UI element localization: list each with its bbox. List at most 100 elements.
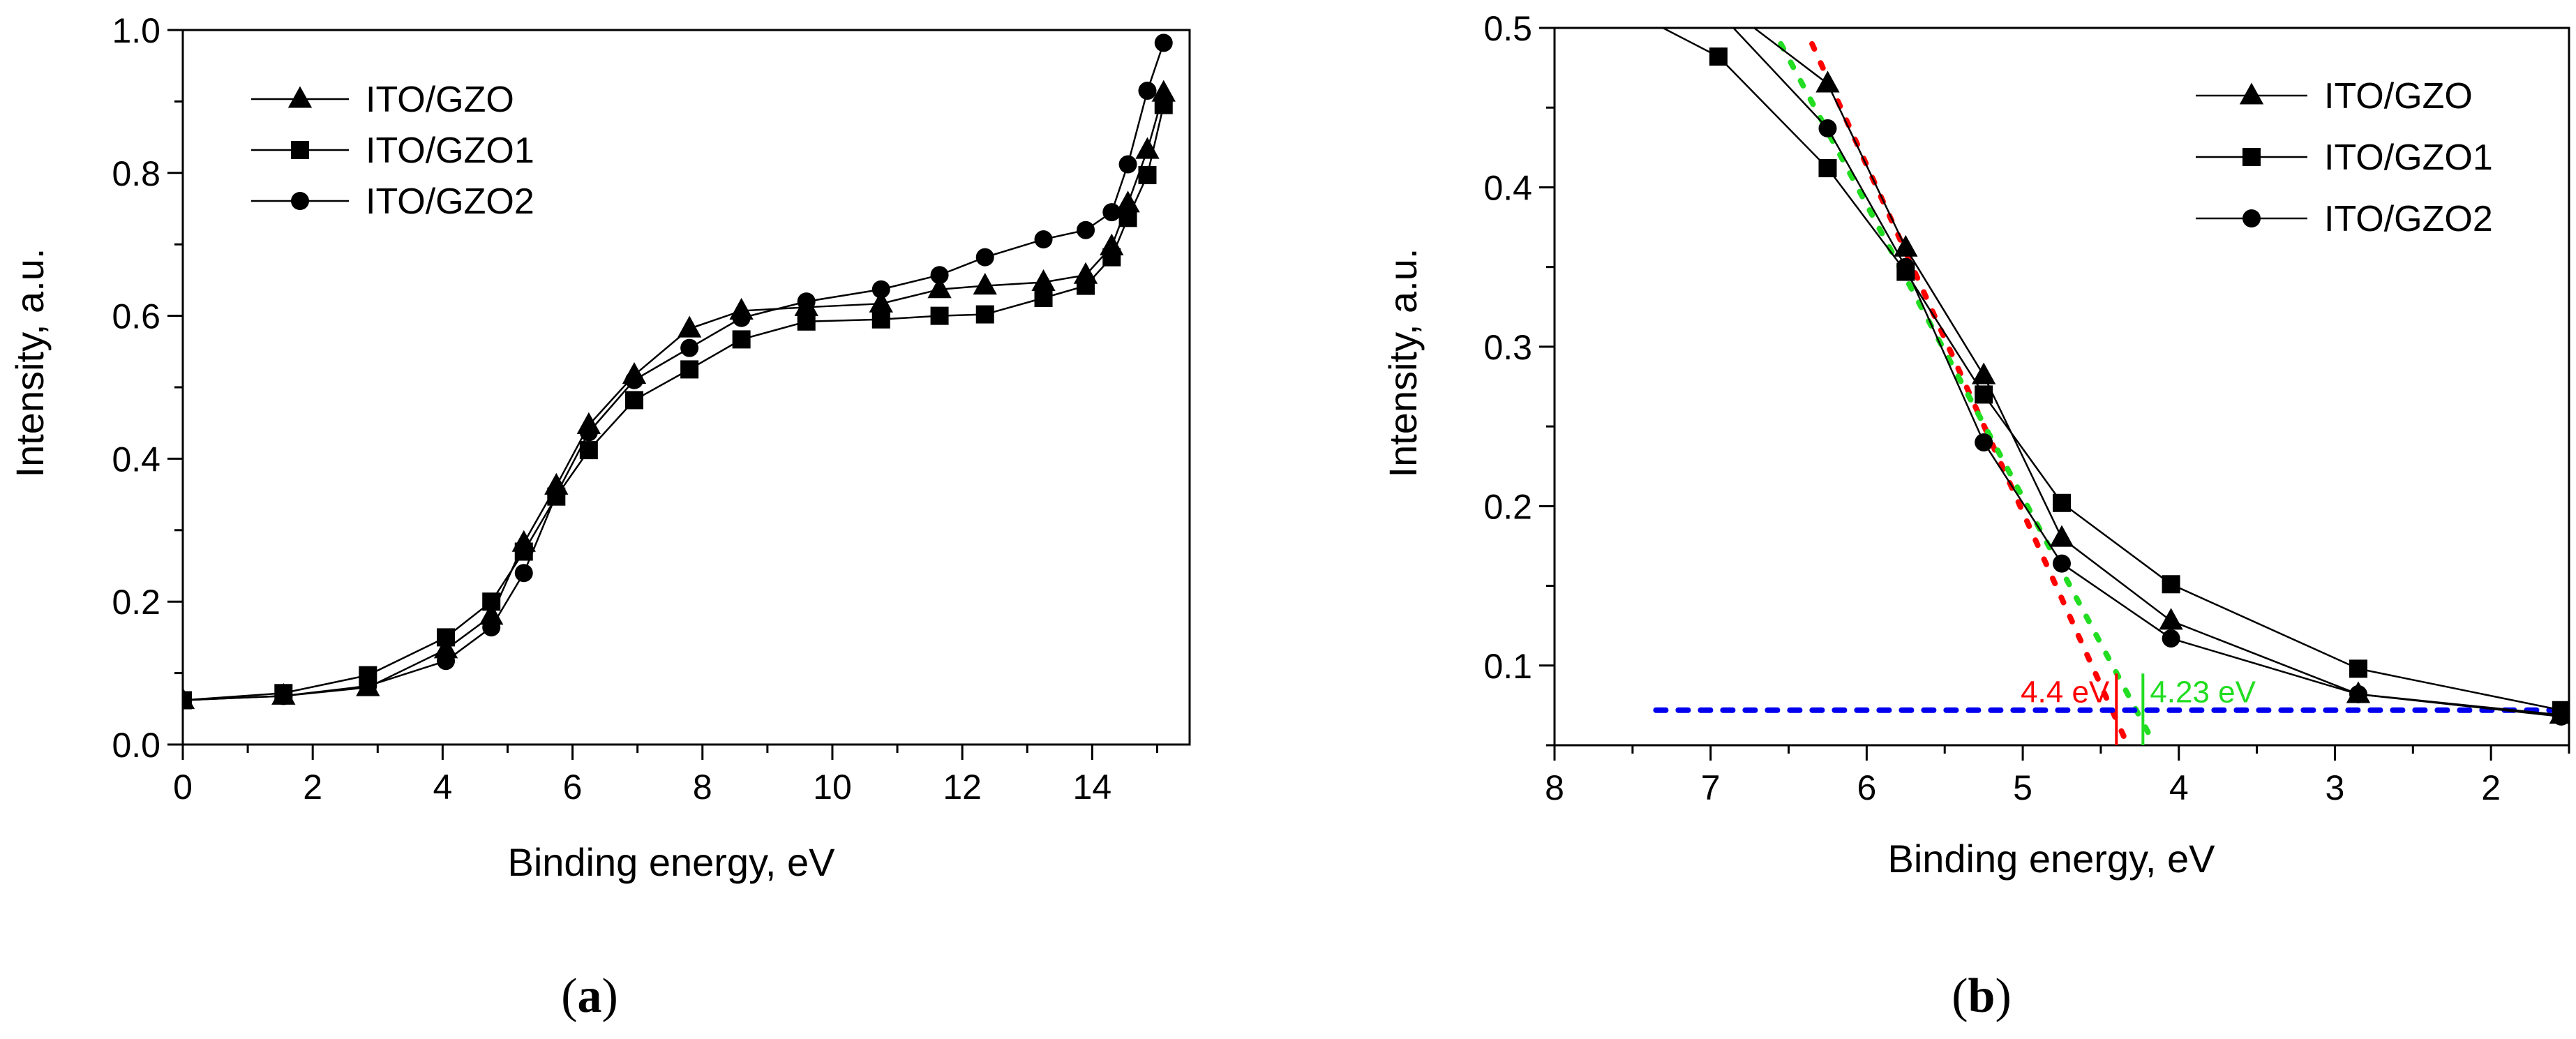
panel-a-plot-frame bbox=[181, 29, 1191, 746]
panel-a-data-point bbox=[274, 687, 293, 705]
panel-b-data-point bbox=[2162, 629, 2180, 648]
panel-b-legend: ITO/GZO ITO/GZO1 ITO/GZO2 bbox=[2196, 76, 2493, 239]
panel-a-data-point bbox=[1135, 137, 1160, 159]
panel-a-xtick-label: 0 bbox=[173, 768, 193, 807]
panel-b-xtick-label: 7 bbox=[1701, 768, 1721, 807]
panel-a-data-point bbox=[1154, 33, 1173, 52]
panel-a-data-point bbox=[797, 312, 816, 331]
panel-a-data-point bbox=[930, 306, 949, 325]
panel-a-data-point bbox=[1031, 269, 1056, 292]
panel-a-data-point bbox=[1116, 190, 1140, 213]
panel-a-data-point bbox=[1102, 248, 1121, 267]
panel-b-ytick-label: 0.2 bbox=[1483, 487, 1532, 526]
panel-a-data-point bbox=[482, 618, 501, 637]
panel-a-legend-label: ITO/GZO2 bbox=[366, 181, 534, 222]
panel-b-ytick-label: 0.1 bbox=[1483, 647, 1532, 686]
panel-a-ylabel: Intensity, a.u. bbox=[8, 248, 52, 478]
panel-b-data-point bbox=[1894, 234, 1918, 257]
panel-b-xtick-label: 6 bbox=[1857, 768, 1876, 807]
panel-b-legend-marker bbox=[2242, 209, 2261, 227]
panel-b-legend-marker bbox=[2239, 82, 2264, 105]
panel-b-data-layer bbox=[1653, 3, 2569, 740]
panel-b-data-point bbox=[1896, 257, 1915, 276]
panel-a-data-layer bbox=[183, 33, 1176, 710]
panel-a-legend-marker bbox=[291, 141, 309, 159]
panel-b-green-annotation: 4.23 eV bbox=[2150, 675, 2256, 710]
panel-a-label-close: ) bbox=[602, 969, 618, 1023]
panel-a-series-line bbox=[183, 43, 1165, 701]
panel-a-legend-marker bbox=[291, 192, 309, 210]
panel-b-data-point bbox=[1709, 47, 1728, 66]
panel-b-xtick-label: 2 bbox=[2481, 768, 2501, 807]
panel-a-xlabel: Binding energy, eV bbox=[507, 840, 835, 884]
panel-a-legend: ITO/GZO ITO/GZO1 ITO/GZO2 bbox=[251, 80, 534, 222]
panel-b-plot-frame bbox=[1553, 27, 2570, 747]
panel-b-legend-label: ITO/GZO1 bbox=[2324, 137, 2493, 178]
panel-a-legend-label: ITO/GZO1 bbox=[366, 130, 534, 171]
panel-b-legend-marker bbox=[2242, 148, 2261, 166]
panel-a-data-point bbox=[437, 628, 456, 647]
panel-a-data-point bbox=[927, 276, 952, 299]
panel-b-ytick-label: 0.3 bbox=[1483, 328, 1532, 367]
panel-a-xtick-label: 8 bbox=[693, 768, 712, 807]
panel-a-label-letter: a bbox=[578, 969, 602, 1023]
panel-a-xtick-label: 10 bbox=[813, 768, 852, 807]
panel-a-xtick-label: 2 bbox=[303, 768, 322, 807]
panel-a-data-point bbox=[479, 603, 504, 625]
panel-a-data-point bbox=[680, 338, 699, 357]
panel-a-xtick-label: 4 bbox=[433, 768, 452, 807]
panel-a-data-point bbox=[732, 330, 751, 349]
panel-b-xtick-label: 5 bbox=[2013, 768, 2032, 807]
panel-a-data-point bbox=[1034, 230, 1053, 249]
panel-b-data-point bbox=[1709, 3, 1728, 21]
chart-panel-b: Intensity, a.u. Binding energy, eV (b) 8… bbox=[1381, 3, 2570, 1023]
panel-b-ylabel: Intensity, a.u. bbox=[1381, 248, 1425, 478]
panel-a-data-point bbox=[1077, 276, 1095, 295]
panel-a-label-open: ( bbox=[561, 969, 577, 1023]
panel-b-data-point bbox=[2159, 608, 2183, 630]
panel-a-data-point bbox=[482, 592, 501, 611]
panel-a-label: (a) bbox=[561, 969, 618, 1023]
panel-b-red-annotation: 4.4 eV bbox=[2021, 675, 2110, 710]
panel-a-xtick-label: 14 bbox=[1073, 768, 1112, 807]
panel-b-data-point bbox=[2349, 685, 2368, 703]
panel-b-data-point bbox=[1975, 385, 1993, 404]
panel-b-data-point bbox=[2162, 575, 2180, 594]
panel-a-series-line bbox=[183, 92, 1165, 701]
panel-a-data-point bbox=[547, 485, 566, 504]
panel-b-data-point bbox=[1818, 119, 1837, 137]
panel-b-label: (b) bbox=[1952, 969, 2012, 1023]
panel-b-xtick-label: 4 bbox=[2169, 768, 2189, 807]
panel-b-xtick-label: 3 bbox=[2326, 768, 2345, 807]
panel-a-xtick-label: 12 bbox=[943, 768, 982, 807]
panel-b-data-point bbox=[2053, 554, 2071, 573]
panel-b-xlabel: Binding energy, eV bbox=[1887, 837, 2215, 881]
panel-a-data-point bbox=[625, 391, 644, 410]
panel-b-xtick-label: 8 bbox=[1545, 768, 1564, 807]
panel-a-data-point bbox=[677, 315, 702, 338]
panel-a-ytick-label: 0.4 bbox=[112, 440, 160, 479]
panel-b-data-point bbox=[2053, 493, 2071, 512]
panel-a-data-point bbox=[1118, 155, 1137, 174]
panel-a-data-point bbox=[930, 266, 949, 285]
panel-a-series-line bbox=[183, 105, 1165, 701]
panel-a-ytick-label: 1.0 bbox=[112, 11, 160, 50]
panel-b-data-point bbox=[1815, 70, 1840, 93]
panel-b-label-close: ) bbox=[1995, 969, 2011, 1023]
chart-panel-a: Intensity, a.u. Binding energy, eV (a) 0… bbox=[8, 11, 1191, 1023]
panel-a-data-point bbox=[797, 292, 816, 311]
panel-a-data-point bbox=[871, 280, 890, 299]
panel-a-data-point bbox=[871, 310, 890, 329]
panel-a-data-point bbox=[869, 290, 893, 313]
panel-a-data-point bbox=[732, 308, 751, 327]
panel-b-legend-label: ITO/GZO bbox=[2324, 76, 2473, 117]
panel-a-data-point bbox=[975, 305, 994, 324]
panel-a-legend-label: ITO/GZO bbox=[366, 80, 514, 120]
panel-a-ytick-label: 0.2 bbox=[112, 583, 160, 622]
panel-b-label-open: ( bbox=[1952, 969, 1968, 1023]
panel-b-data-point bbox=[1818, 159, 1837, 178]
panel-a-data-point bbox=[975, 248, 994, 267]
panel-a-data-point bbox=[973, 273, 997, 295]
panel-a-data-point bbox=[1034, 289, 1053, 307]
